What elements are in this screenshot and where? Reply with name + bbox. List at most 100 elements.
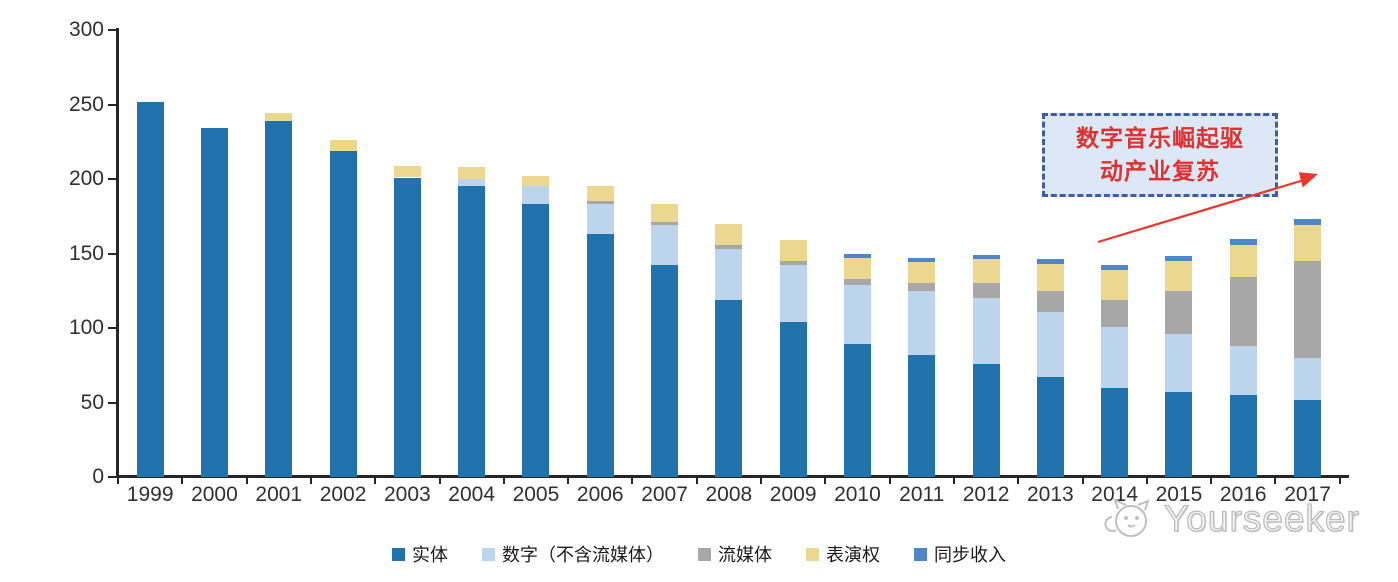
x-axis-tick <box>438 478 441 484</box>
bar-segment-2002-表演权 <box>329 140 357 151</box>
bar-segment-2004-数字（不含流媒体） <box>458 179 486 187</box>
x-axis-label-2010: 2010 <box>834 483 881 506</box>
legend-item: 表演权 <box>806 541 880 567</box>
bar-segment-2004-实体 <box>458 186 486 477</box>
legend-label: 流媒体 <box>718 545 772 565</box>
x-axis-label-2001: 2001 <box>255 483 303 506</box>
x-axis-label-2004: 2004 <box>448 483 495 506</box>
x-axis-tick <box>245 478 248 484</box>
y-axis-label: 150 <box>68 241 104 265</box>
x-axis-tick <box>1081 478 1084 484</box>
x-axis-label-2011: 2011 <box>899 483 945 506</box>
x-axis-label-2008: 2008 <box>705 483 753 506</box>
bar-segment-2009-表演权 <box>779 240 807 261</box>
bar-segment-2003-实体 <box>393 177 421 477</box>
bar-segment-2007-表演权 <box>651 204 679 223</box>
x-axis-tick <box>824 478 827 484</box>
bar-segment-2016-同步收入 <box>1229 238 1257 245</box>
bar-segment-2013-表演权 <box>1036 263 1064 291</box>
bar-segment-2012-数字（不含流媒体） <box>972 298 1000 364</box>
bar-segment-2012-同步收入 <box>972 254 1000 260</box>
bar-segment-2005-表演权 <box>522 176 550 187</box>
bar-segment-2009-实体 <box>779 322 807 477</box>
x-axis-tick <box>695 478 698 484</box>
legend-label: 同步收入 <box>934 545 1006 565</box>
x-axis-tick <box>117 478 119 484</box>
x-axis-tick <box>567 478 570 484</box>
y-axis-label: 0 <box>92 465 104 488</box>
bar-segment-2010-表演权 <box>843 257 871 279</box>
bar-segment-2012-实体 <box>972 363 1000 477</box>
bar-segment-2015-流媒体 <box>1165 290 1193 334</box>
y-axis-tick <box>108 401 117 404</box>
x-axis-tick <box>1145 478 1148 484</box>
bar-segment-2007-流媒体 <box>651 222 679 226</box>
bar-segment-2017-数字（不含流媒体） <box>1294 357 1322 400</box>
bar-segment-2007-数字（不含流媒体） <box>651 225 679 266</box>
watermark-text: Yourseeker <box>1163 497 1360 539</box>
x-axis-tick <box>1338 478 1341 484</box>
bar-segment-2010-流媒体 <box>843 278 871 285</box>
legend-swatch-icon <box>806 547 819 561</box>
bar-segment-2009-数字（不含流媒体） <box>779 265 807 323</box>
x-axis-label-2005: 2005 <box>512 483 560 506</box>
bar-segment-2011-同步收入 <box>908 257 936 263</box>
y-axis-label: 250 <box>68 92 104 116</box>
x-axis-tick <box>1017 478 1020 484</box>
legend-swatch-icon <box>392 547 405 561</box>
x-axis-label-2000: 2000 <box>191 483 238 506</box>
bar-segment-2017-同步收入 <box>1294 219 1322 226</box>
y-axis-tick <box>108 476 117 478</box>
watermark: Yourseeker <box>1104 497 1360 541</box>
x-axis-tick <box>760 478 762 484</box>
y-axis-label: 50 <box>80 390 104 414</box>
x-axis-label-2013: 2013 <box>1026 483 1074 506</box>
bar-segment-2006-实体 <box>586 234 614 477</box>
bar-segment-2000-实体 <box>200 128 228 477</box>
bar-segment-2009-流媒体 <box>779 260 807 266</box>
legend-item: 数字（不含流媒体） <box>482 541 664 567</box>
x-axis-label-2006: 2006 <box>576 483 624 506</box>
legend-label: 实体 <box>412 545 448 565</box>
bar-segment-2015-数字（不含流媒体） <box>1165 333 1193 393</box>
y-axis-tick <box>108 103 117 106</box>
annotation-line1: 数字音乐崛起驱 <box>1076 124 1244 151</box>
x-axis-tick <box>181 478 184 484</box>
x-axis-label-2014: 2014 <box>1091 483 1138 506</box>
bar-segment-2012-表演权 <box>972 259 1000 284</box>
bar-segment-2002-实体 <box>329 150 357 477</box>
x-axis-label-2009: 2009 <box>769 483 817 506</box>
bar-segment-2014-同步收入 <box>1101 265 1129 270</box>
x-axis-tick <box>309 478 312 484</box>
x-axis-label-1999: 1999 <box>126 483 174 506</box>
bar-segment-2017-表演权 <box>1294 225 1322 261</box>
legend-swatch-icon <box>914 547 927 561</box>
bar-segment-2010-实体 <box>843 344 871 477</box>
y-axis-tick <box>108 29 117 31</box>
bar-segment-2015-实体 <box>1165 392 1193 477</box>
bar-segment-2015-同步收入 <box>1165 256 1193 261</box>
bar-segment-2007-实体 <box>651 265 679 477</box>
bar-segment-2013-数字（不含流媒体） <box>1036 311 1064 378</box>
bar-segment-2014-数字（不含流媒体） <box>1101 326 1129 388</box>
annotation-callout: 数字音乐崛起驱 动产业复苏 <box>1042 113 1278 197</box>
bar-segment-2012-流媒体 <box>972 283 1000 299</box>
x-axis-label-2002: 2002 <box>319 483 367 506</box>
bar-segment-2008-表演权 <box>715 223 743 245</box>
bar-segment-2005-数字（不含流媒体） <box>522 186 550 205</box>
bar-segment-2017-实体 <box>1294 399 1322 477</box>
legend-label: 数字（不含流媒体） <box>502 545 664 565</box>
x-axis-tick <box>952 478 955 484</box>
chart-legend: 实体 数字（不含流媒体） 流媒体 表演权 同步收入 <box>0 541 1398 567</box>
bar-segment-2016-表演权 <box>1229 244 1257 278</box>
bar-segment-2008-流媒体 <box>715 244 743 250</box>
bar-segment-2013-同步收入 <box>1036 259 1064 264</box>
bar-segment-2014-流媒体 <box>1101 299 1129 327</box>
bar-segment-2008-实体 <box>715 299 743 477</box>
bar-segment-2005-实体 <box>522 204 550 477</box>
legend-label: 表演权 <box>826 545 880 565</box>
bar-segment-1999-实体 <box>136 101 164 477</box>
bar-segment-2004-表演权 <box>458 167 486 179</box>
bar-segment-2011-数字（不含流媒体） <box>908 290 936 355</box>
